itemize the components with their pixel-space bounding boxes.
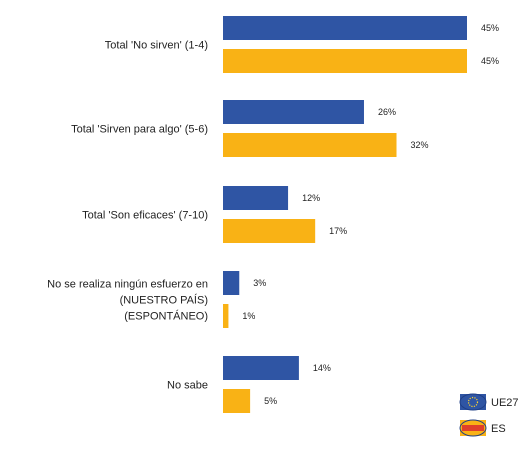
bar-es-2 <box>223 219 316 243</box>
category-label: (NUESTRO PAÍS) <box>120 294 208 307</box>
category-label: No sabe <box>167 380 208 392</box>
value-label: 5% <box>264 396 277 406</box>
value-label: 12% <box>302 193 320 203</box>
value-label: 1% <box>242 311 255 321</box>
category-label: Total 'Sirven para algo' (5-6) <box>71 124 208 136</box>
bar-ue27-0 <box>223 16 467 40</box>
category-label: Total 'No sirven' (1-4) <box>105 40 208 52</box>
category-label: No se realiza ningún esfuerzo en <box>47 279 208 291</box>
category-label: (ESPONTÁNEO) <box>124 310 208 323</box>
category-labels: Total 'No sirven' (1-4) Total 'Sirven par… <box>47 40 208 392</box>
eu-flag-icon <box>459 393 487 411</box>
value-label: 45% <box>481 23 499 33</box>
category-label: Total 'Son eficaces' (7-10) <box>82 210 208 222</box>
value-label: 17% <box>329 226 347 236</box>
bar-es-0 <box>223 49 467 73</box>
bar-ue27-1 <box>223 100 364 124</box>
bar-es-3 <box>223 304 229 328</box>
value-label: 45% <box>481 56 499 66</box>
bars-layer: 45% 45% 26% 32% 12% 17% 3% 1% 14% 5% <box>223 16 499 413</box>
bar-es-1 <box>223 133 397 157</box>
bar-ue27-4 <box>223 356 299 380</box>
value-label: 26% <box>378 107 396 117</box>
legend-label-es: ES <box>491 423 506 435</box>
value-label: 32% <box>411 140 429 150</box>
value-label: 3% <box>253 278 266 288</box>
bar-es-4 <box>223 389 251 413</box>
legend: UE27 ES <box>459 393 519 437</box>
bar-ue27-3 <box>223 271 240 295</box>
bar-ue27-2 <box>223 186 289 210</box>
spain-flag-icon <box>459 419 487 437</box>
value-label: 14% <box>313 363 331 373</box>
legend-label-ue27: UE27 <box>491 397 519 409</box>
